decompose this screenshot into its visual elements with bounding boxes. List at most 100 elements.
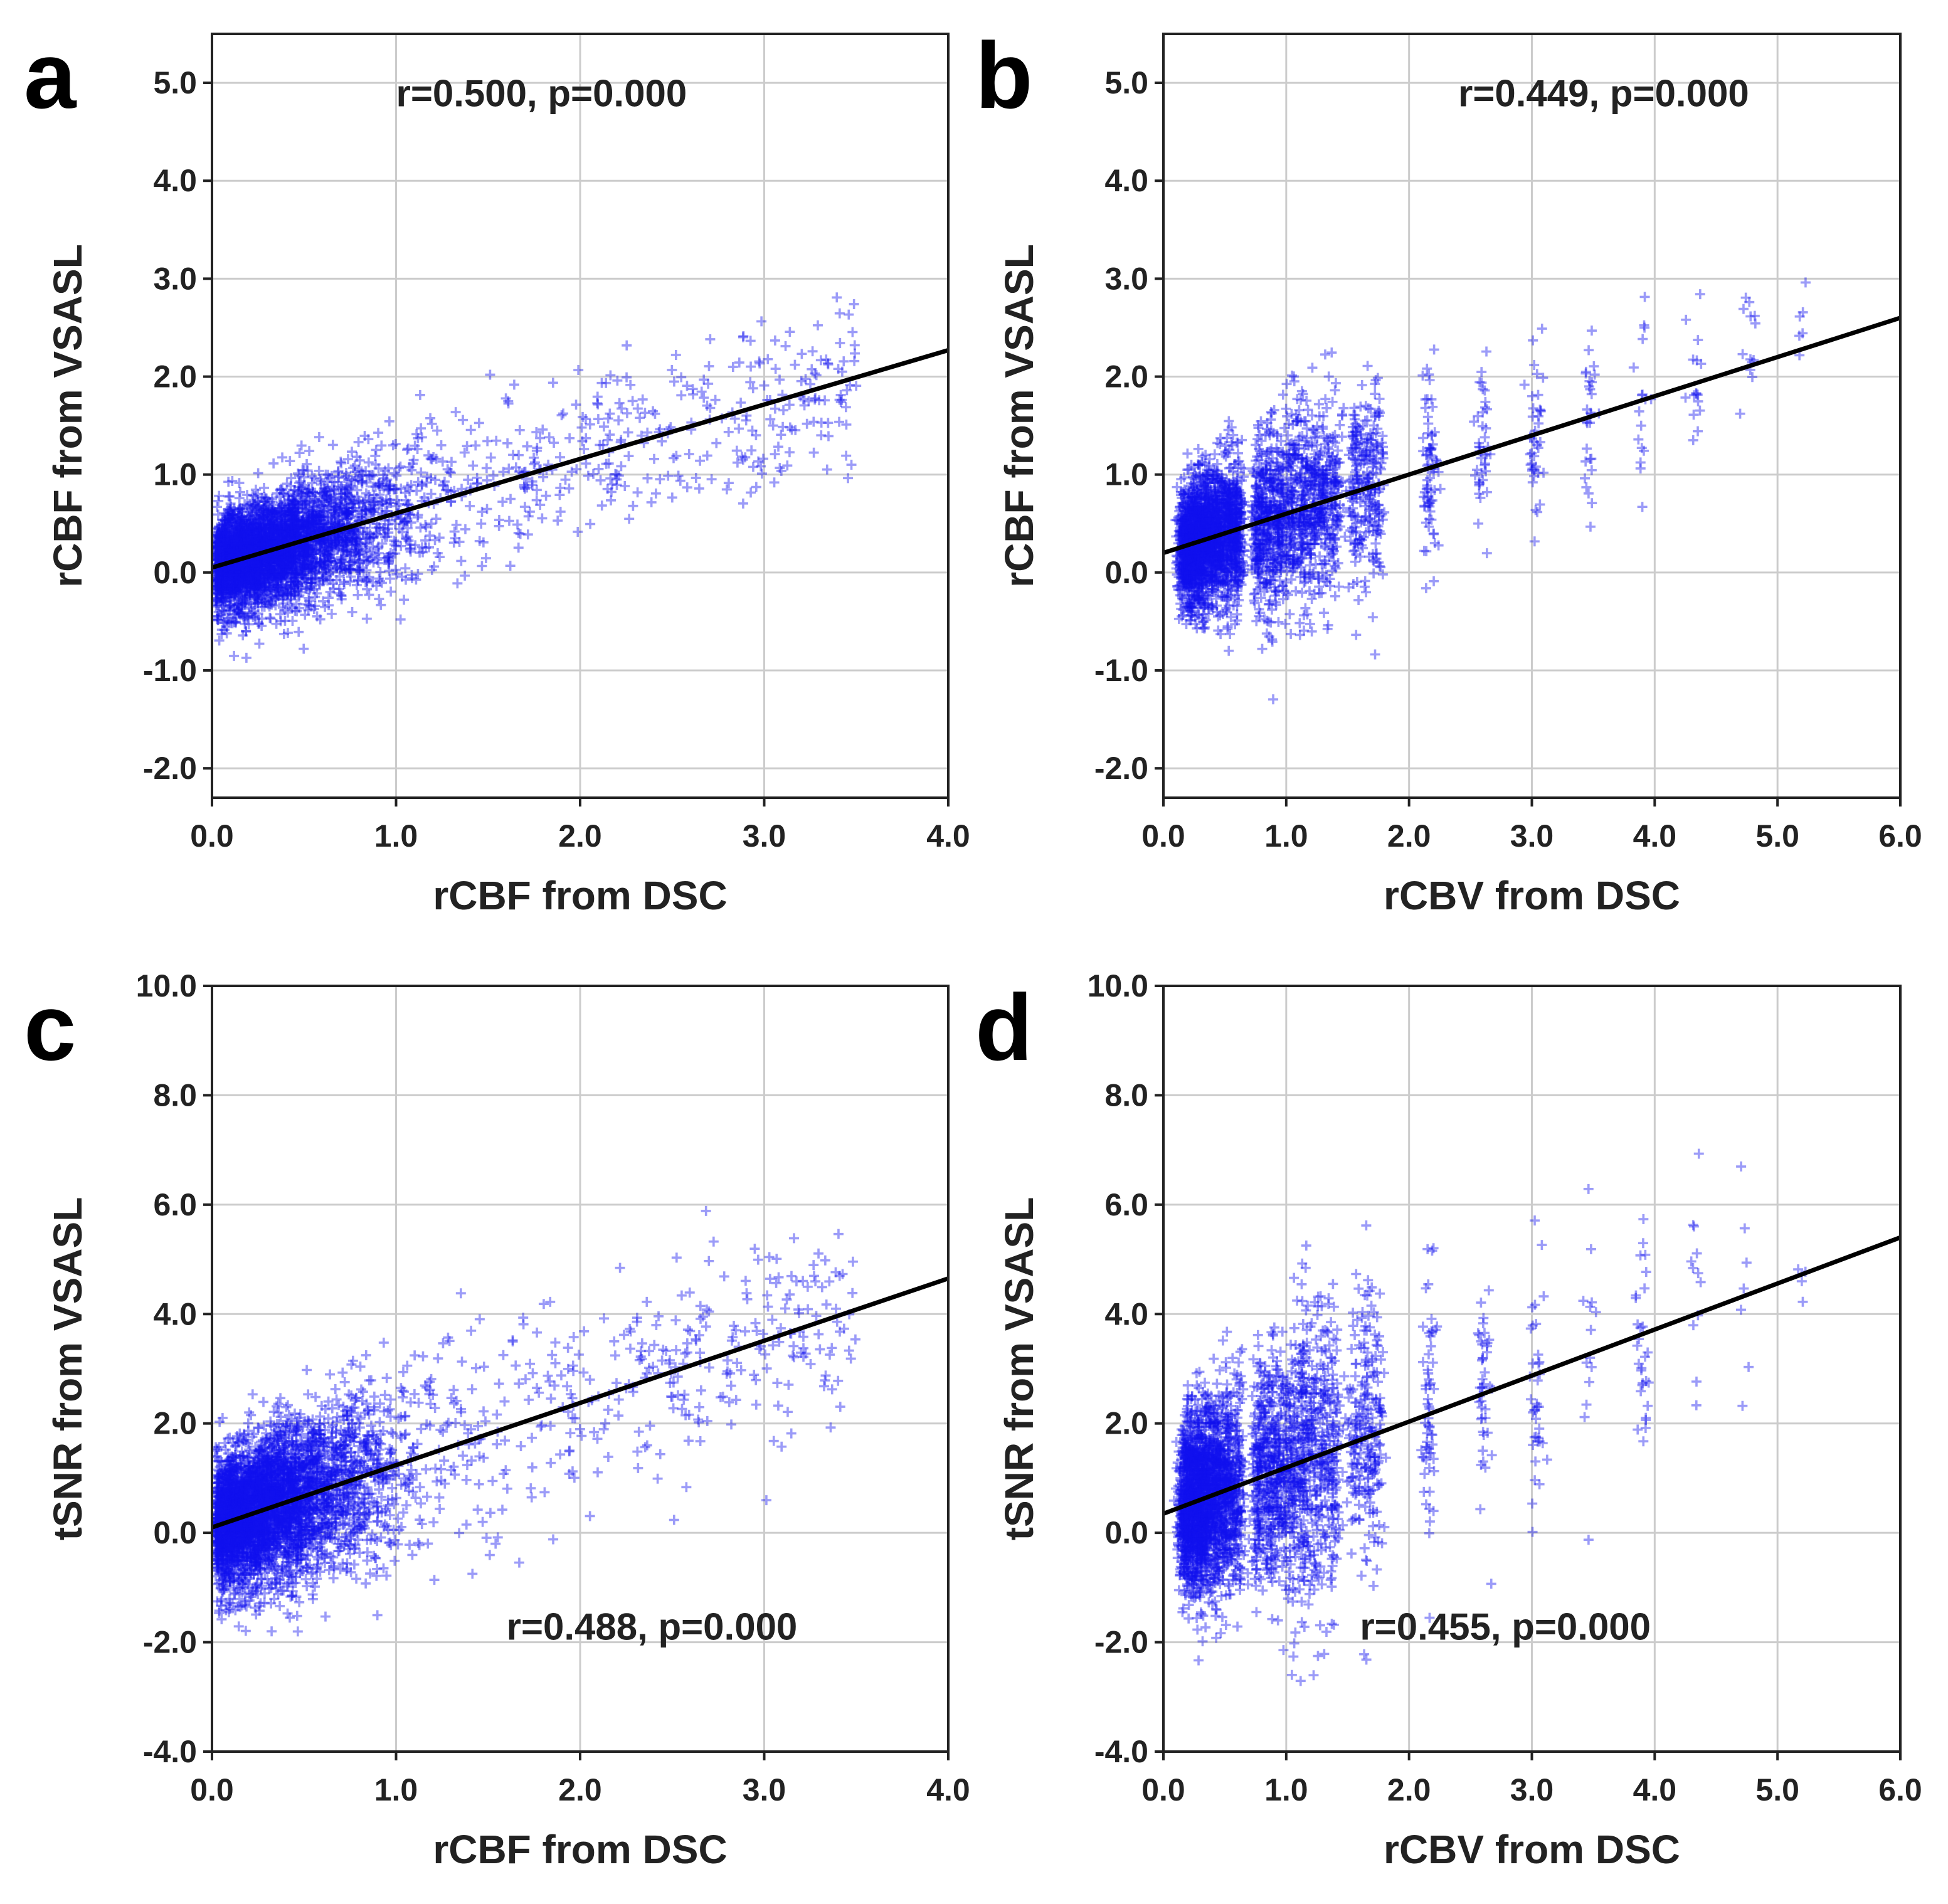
data-point — [227, 579, 238, 590]
data-point — [275, 609, 285, 620]
data-point — [314, 543, 324, 554]
data-point — [299, 643, 309, 654]
data-point — [319, 506, 330, 517]
data-point — [268, 507, 279, 518]
data-point — [406, 573, 417, 584]
data-point — [269, 553, 280, 564]
data-point — [531, 426, 542, 437]
data-point — [596, 500, 607, 511]
data-point — [723, 478, 734, 489]
data-point — [364, 590, 374, 600]
data-point — [288, 527, 299, 537]
data-point — [286, 568, 297, 579]
data-point — [271, 552, 282, 563]
data-point — [267, 519, 277, 530]
data-point — [219, 527, 230, 538]
data-point — [294, 553, 305, 563]
data-point — [352, 565, 363, 576]
data-point — [236, 564, 246, 574]
data-point — [216, 567, 226, 578]
data-point — [251, 539, 262, 549]
data-point — [336, 457, 346, 467]
data-point — [272, 561, 283, 571]
data-point — [253, 523, 264, 534]
data-point — [219, 551, 230, 561]
data-point — [353, 436, 364, 447]
data-point — [251, 571, 262, 582]
data-point — [351, 472, 362, 483]
data-point — [519, 502, 530, 512]
data-point — [371, 492, 382, 503]
data-point — [797, 349, 807, 359]
data-point — [234, 547, 245, 558]
data-point — [353, 495, 364, 506]
data-point — [378, 522, 388, 533]
data-point — [389, 484, 400, 495]
data-point — [465, 425, 476, 435]
data-point — [371, 528, 381, 539]
data-point — [228, 527, 238, 538]
data-point — [497, 497, 508, 507]
data-point — [667, 364, 677, 375]
data-point — [344, 497, 354, 507]
data-point — [259, 482, 270, 493]
data-point — [306, 547, 317, 558]
data-point — [246, 522, 257, 533]
data-point — [220, 549, 230, 559]
data-point — [226, 517, 237, 527]
data-point — [361, 613, 372, 624]
data-point — [218, 571, 228, 582]
data-point — [265, 567, 276, 578]
data-point — [267, 553, 278, 563]
data-point — [290, 514, 301, 524]
data-point — [523, 511, 534, 522]
data-point — [299, 550, 309, 561]
data-point — [248, 534, 258, 544]
data-point — [285, 550, 296, 561]
data-point — [253, 581, 263, 591]
data-point — [216, 546, 227, 556]
data-point — [241, 544, 251, 555]
data-point — [262, 510, 273, 521]
data-point — [214, 578, 225, 588]
data-point — [235, 568, 246, 578]
data-point — [323, 511, 334, 522]
data-point — [293, 531, 304, 541]
data-point — [374, 594, 384, 605]
data-point — [310, 558, 321, 569]
data-point — [306, 559, 317, 569]
y-tick-label: -1.0 — [143, 653, 197, 688]
data-point — [320, 484, 331, 494]
data-point — [1429, 576, 1439, 586]
y-tick-label: 3.0 — [153, 261, 197, 296]
data-point — [276, 569, 287, 580]
data-point — [214, 521, 225, 532]
data-point — [233, 580, 244, 591]
data-point — [268, 553, 279, 563]
y-tick-label: 2.0 — [153, 359, 197, 394]
data-point — [432, 425, 443, 436]
data-point — [247, 523, 258, 534]
data-point — [251, 517, 262, 527]
data-point — [218, 569, 228, 580]
data-point — [564, 483, 574, 494]
data-point — [239, 613, 250, 624]
data-point — [249, 538, 260, 549]
data-point — [213, 615, 223, 625]
data-point — [841, 450, 852, 461]
data-point — [239, 561, 250, 572]
data-point — [282, 479, 292, 489]
data-point — [223, 542, 234, 553]
data-point — [474, 418, 484, 428]
data-point — [509, 379, 519, 390]
data-point — [450, 407, 461, 418]
data-point — [253, 578, 263, 589]
x-tick-label: 1.0 — [374, 818, 418, 854]
data-point — [254, 532, 265, 542]
data-point — [302, 559, 313, 570]
data-point — [246, 578, 257, 589]
data-point — [223, 570, 234, 581]
data-point — [326, 556, 337, 566]
data-point — [216, 629, 227, 640]
data-point — [317, 559, 327, 570]
